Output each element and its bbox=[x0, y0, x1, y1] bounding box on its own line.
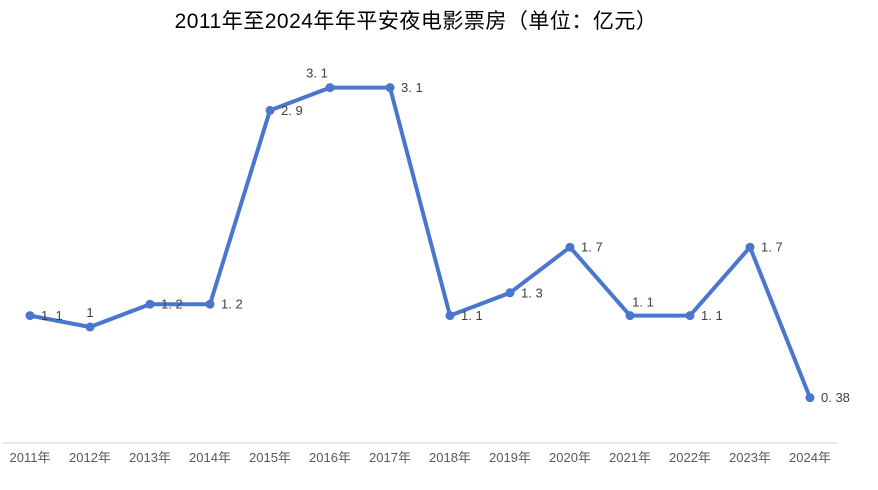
data-point-label: 3. 1 bbox=[306, 66, 328, 81]
x-tick-label: 2011年 bbox=[10, 450, 51, 465]
data-point-label: 1. 2 bbox=[161, 297, 183, 312]
x-tick-label: 2014年 bbox=[189, 450, 231, 465]
chart-title: 2011年至2024年年平安夜电影票房（单位：亿元） bbox=[174, 10, 658, 33]
data-point bbox=[385, 83, 395, 93]
data-point bbox=[565, 242, 575, 252]
x-tick-label: 2016年 bbox=[309, 450, 351, 465]
data-point-label: 3. 1 bbox=[401, 80, 423, 95]
x-tick-label: 2022年 bbox=[669, 450, 711, 465]
data-point-label: 1 bbox=[86, 305, 93, 320]
x-tick-label: 2023年 bbox=[729, 450, 771, 465]
x-tick-label: 2024年 bbox=[789, 450, 831, 465]
x-tick-label: 2021年 bbox=[609, 450, 651, 465]
x-tick-label: 2020年 bbox=[549, 450, 591, 465]
x-tick-label: 2015年 bbox=[249, 450, 291, 465]
data-point bbox=[265, 105, 275, 115]
data-point-label: 1. 2 bbox=[221, 297, 243, 312]
data-point-label: 1. 1 bbox=[41, 308, 63, 323]
x-tick-label: 2018年 bbox=[429, 450, 471, 465]
data-point-label: 1. 7 bbox=[761, 240, 783, 255]
data-point bbox=[25, 311, 35, 321]
data-point bbox=[205, 299, 215, 309]
data-point bbox=[445, 311, 455, 321]
data-point bbox=[625, 311, 635, 321]
data-point-label: 1. 1 bbox=[632, 295, 654, 310]
x-tick-label: 2013年 bbox=[129, 450, 171, 465]
data-point-label: 1. 7 bbox=[581, 240, 603, 255]
data-point-label: 2. 9 bbox=[281, 103, 303, 118]
data-point-label: 1. 1 bbox=[701, 308, 723, 323]
data-point bbox=[805, 393, 815, 403]
data-point-label: 0. 38 bbox=[821, 390, 850, 405]
data-point bbox=[145, 299, 155, 309]
data-point-label: 1. 1 bbox=[461, 308, 483, 323]
x-tick-label: 2019年 bbox=[489, 450, 531, 465]
data-point bbox=[85, 322, 95, 332]
data-point bbox=[685, 311, 695, 321]
x-tick-label: 2017年 bbox=[369, 450, 411, 465]
series-line bbox=[28, 85, 812, 400]
data-point bbox=[745, 242, 755, 252]
data-point bbox=[505, 288, 515, 298]
x-tick-label: 2012年 bbox=[69, 450, 111, 465]
data-point-label: 1. 3 bbox=[521, 285, 543, 300]
data-point bbox=[325, 83, 335, 93]
